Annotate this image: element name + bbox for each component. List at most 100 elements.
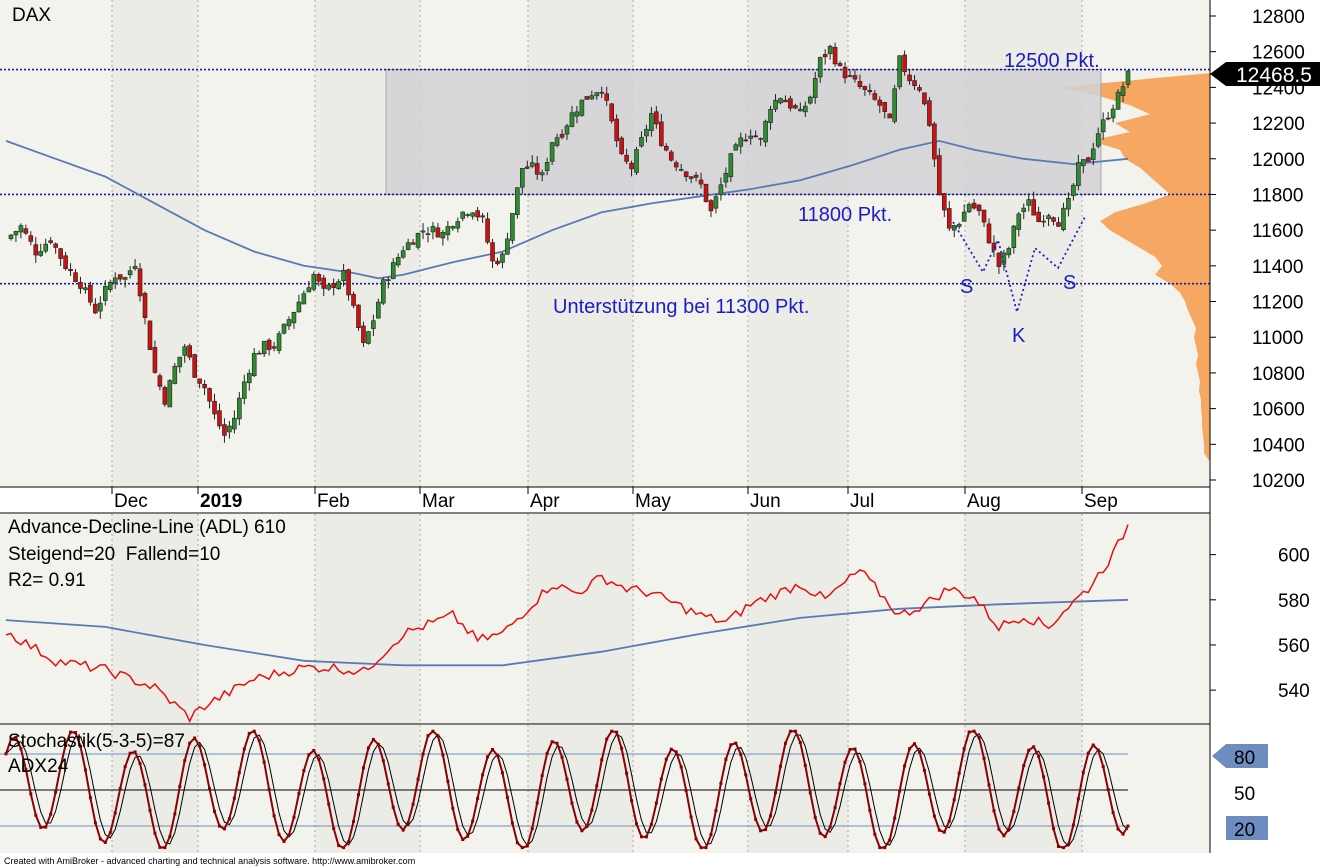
candle-body-202 (1006, 248, 1012, 256)
candle-body-8 (43, 243, 49, 252)
stoch-point-63 (317, 757, 321, 761)
candle-body-78 (390, 262, 396, 280)
candle-body-201 (1001, 252, 1007, 265)
candle-body-213 (1061, 207, 1066, 230)
price-ytick-label-10: 10800 (1252, 364, 1305, 385)
stoch-point-122 (610, 729, 614, 733)
stoch-point-103 (515, 841, 519, 845)
candle-body-23 (117, 274, 123, 280)
candle-body-47 (237, 397, 242, 420)
stoch-point-212 (1056, 845, 1060, 849)
candle-body-21 (107, 281, 113, 290)
adl-line (5, 524, 1129, 723)
stoch-point-221 (1101, 765, 1105, 769)
stoch-point-83 (416, 777, 420, 781)
candle-body-217 (1081, 159, 1086, 167)
resistance-zone (385, 69, 1102, 195)
stoch-point-25 (128, 751, 132, 755)
stoch-point-30 (153, 831, 157, 835)
candle-body-89 (445, 226, 451, 236)
candle-body-117 (584, 96, 590, 100)
stoch-point-58 (292, 815, 296, 819)
candle-body-116 (579, 99, 585, 116)
candle-body-96 (480, 215, 485, 218)
stoch-point-199 (992, 809, 996, 813)
candle-body-135 (673, 162, 679, 168)
candle-body-146 (728, 153, 734, 178)
candle-body-79 (395, 257, 401, 266)
candle-body-11 (58, 248, 63, 259)
stoch-point-18 (93, 821, 97, 825)
stoch-point-85 (426, 734, 430, 738)
candle-body-29 (147, 320, 153, 351)
stoch-point-90 (451, 806, 455, 810)
stoch-point-197 (982, 756, 986, 760)
stoch-point-193 (962, 747, 966, 751)
stoch-badge-80-shape (1212, 744, 1268, 768)
stoch-point-11 (59, 765, 63, 769)
stoch-levels (0, 753, 1128, 827)
stoch-point-148 (739, 752, 743, 756)
candle-body-114 (569, 112, 575, 127)
stoch-point-130 (649, 822, 653, 826)
candle-body-184 (917, 87, 922, 91)
candle-body-20 (102, 285, 108, 301)
stoch-point-56 (282, 839, 286, 843)
stoch-point-131 (654, 801, 658, 805)
candle-body-188 (937, 155, 942, 195)
candle-body-55 (276, 333, 282, 351)
stoch-point-27 (138, 761, 142, 765)
month-band-0 (112, 514, 198, 724)
stoch-point-175 (873, 832, 877, 836)
candle-body-88 (440, 232, 446, 239)
candle-body-144 (718, 184, 724, 196)
stoch-point-14 (74, 731, 78, 735)
stoch-point-60 (302, 769, 306, 773)
stoch-point-37 (188, 741, 192, 745)
stoch-point-137 (684, 789, 688, 793)
price-ytick-label-4: 12000 (1252, 150, 1305, 171)
stoch-point-40 (203, 763, 207, 767)
stoch-point-207 (1032, 745, 1036, 749)
stoch-point-70 (352, 820, 356, 824)
stoch-point-10 (54, 790, 58, 794)
adl-stat-line-2: R2= 0.91 (8, 570, 86, 591)
stoch-point-62 (312, 748, 316, 752)
stoch-point-115 (575, 820, 579, 824)
adl-pane: 600 580 560 540 Advance-Decline-Line (ADL) … (0, 514, 1310, 724)
candle-body-54 (271, 346, 277, 349)
footer-bg (0, 853, 1320, 868)
stoch-point-38 (193, 736, 197, 740)
candle-body-216 (1076, 162, 1081, 186)
candle-body-56 (281, 323, 287, 334)
footer-text: Created with AmiBroker - advanced charti… (4, 856, 415, 866)
stoch-point-24 (123, 765, 127, 769)
candle-body-1 (8, 234, 14, 239)
stoch-point-177 (883, 846, 887, 850)
candle-body-37 (187, 345, 192, 358)
candle-body-177 (882, 101, 888, 112)
candle-body-85 (425, 233, 431, 236)
candle-body-183 (912, 80, 917, 87)
candle-body-104 (520, 168, 525, 188)
stoch-point-172 (858, 759, 862, 763)
candle-body-30 (152, 347, 158, 373)
stoch-point-209 (1042, 775, 1046, 779)
pattern-head: K (1012, 325, 1026, 347)
candle-body-32 (162, 387, 168, 405)
candle-body-76 (381, 279, 386, 304)
stoch-point-94 (471, 819, 475, 823)
x-axis-bg (0, 488, 1210, 513)
adl-ytick-label-2: 560 (1278, 636, 1310, 657)
stoch-point-79 (396, 822, 400, 826)
stoch-point-105 (525, 844, 529, 848)
candle-body-24 (122, 277, 128, 280)
stoch-point-19 (98, 837, 102, 841)
adl-ytick-label-3: 540 (1278, 681, 1310, 702)
stoch-point-48 (242, 747, 246, 751)
stoch-point-124 (620, 746, 624, 750)
candle-body-46 (232, 417, 237, 430)
stoch-point-57 (287, 833, 291, 837)
stoch-point-28 (143, 783, 147, 787)
stoch-point-39 (198, 744, 202, 748)
